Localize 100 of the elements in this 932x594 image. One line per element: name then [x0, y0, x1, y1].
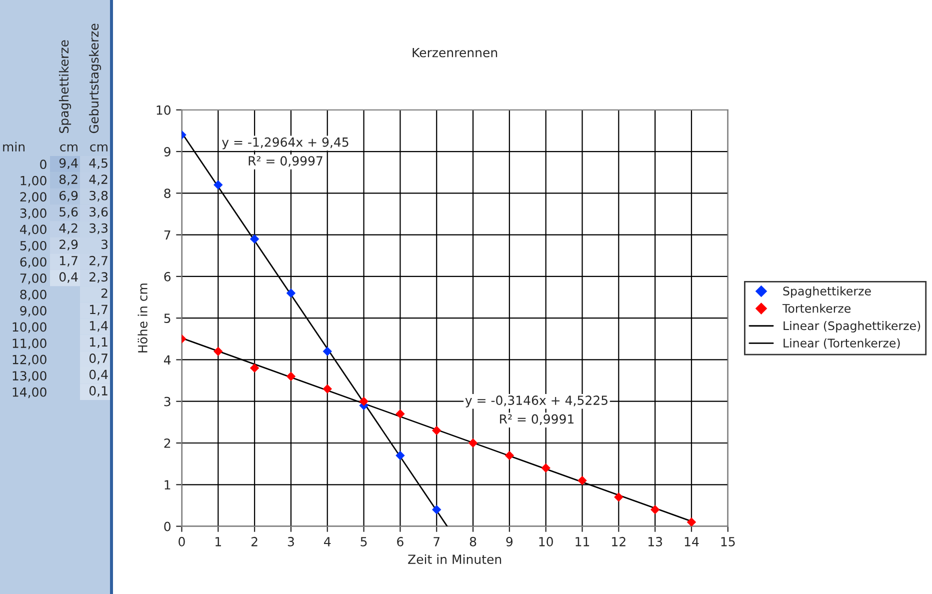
point [541, 463, 550, 473]
x-tick-label: 9 [506, 536, 513, 546]
y-tick-label: 8 [164, 188, 170, 198]
y-tick-label: 13,00 [12, 371, 46, 382]
data-label: 1,4 [90, 321, 108, 332]
point [214, 346, 223, 356]
data-label: 2 [101, 288, 108, 298]
data-label: 0,4 [89, 370, 108, 380]
data-label: 1,7 [90, 304, 108, 316]
data-label: 9,4 [59, 158, 78, 170]
y-tick-label: 6,00 [20, 257, 46, 268]
data-label: 4,2 [89, 174, 108, 186]
y-tick-label: 3 [164, 396, 170, 406]
chart-title: Kerzenrennen [412, 48, 498, 58]
data-label: 8,2 [59, 174, 78, 186]
y-tick-label: 5 [164, 314, 170, 324]
y-tick-label: 2,00 [20, 192, 46, 203]
y-tick-label: 4 [164, 355, 171, 364]
y-tick-label: 8,00 [20, 290, 46, 300]
y-tick-label: 9,00 [20, 306, 46, 317]
x-tick-label: 4 [324, 537, 331, 546]
point [250, 234, 260, 244]
y-tick-label: 7,00 [20, 273, 46, 284]
point [432, 426, 442, 436]
y-tick-label: 10 [156, 105, 170, 115]
point [359, 396, 368, 406]
data-label: 6,9 [59, 190, 78, 202]
x-tick-label: 2 [252, 536, 258, 546]
y-tick-label: 1 [164, 480, 170, 490]
y-tick-label: 4,00 [20, 224, 46, 236]
point [286, 288, 296, 298]
point [396, 450, 405, 460]
data-label: 3,3 [90, 223, 108, 234]
y-tick-label: 10,00 [12, 322, 46, 333]
x-tick-label: 15 [721, 537, 735, 546]
data-label: 3,6 [90, 207, 108, 218]
data-label: 0,4 [59, 272, 78, 283]
x-axis-title: Zeit in Minuten [408, 554, 502, 564]
y-tick-label: 0 [40, 160, 46, 170]
x-tick-label: 12 [612, 536, 626, 546]
point [322, 384, 332, 394]
point [286, 372, 296, 381]
x-tick-label: 6 [397, 536, 404, 546]
y-tick-label: 11,00 [12, 338, 46, 350]
y-tick-label: 7 [164, 230, 170, 240]
x-tick-label: 7 [434, 537, 440, 546]
data-label: 2,3 [90, 272, 108, 283]
data-label: 3,8 [90, 190, 108, 202]
point [578, 476, 587, 486]
y-axis-title: Höhe in cm [138, 284, 148, 352]
x-tick-label: 3 [288, 536, 294, 546]
legend-label: Linear (Spaghettikerze) [784, 321, 920, 332]
data-label: 4,5 [89, 158, 108, 170]
x-tick-label: 11 [576, 537, 590, 546]
legend-label: Linear (Tortenkerze) [784, 338, 900, 349]
y-tick-label: 14,00 [12, 387, 46, 398]
data-label: 3 [102, 240, 108, 250]
y-tick-label: 12,00 [12, 354, 46, 366]
point [396, 409, 405, 418]
text: min [3, 142, 25, 152]
legend-label: Tortenkerze [782, 304, 851, 313]
x-tick-label: Geburtstagskerze [88, 24, 102, 134]
x-tick-label: 14 [684, 537, 699, 546]
y-tick-label: 6 [164, 272, 171, 282]
text: cm [90, 144, 108, 152]
data-label: 2,9 [60, 240, 78, 250]
x-tick-label: 5 [360, 537, 367, 546]
legend-label: Spaghettikerze [783, 286, 871, 298]
data-label: 0,7 [89, 354, 108, 364]
data-label: 1,1 [90, 337, 108, 348]
annotation: y = -0,3146x + 4,5225 [465, 396, 608, 408]
x-tick-label: 13 [648, 536, 662, 546]
point [650, 505, 660, 514]
annotation: R² = 0,9997 [248, 156, 322, 167]
data-label: 4,2 [59, 223, 78, 234]
point [614, 492, 624, 502]
y-tick-label: 3,00 [20, 208, 46, 220]
annotation: y = -1,2964x + 9,45 [222, 137, 348, 150]
point [250, 363, 260, 373]
y-tick-label: 5,00 [20, 240, 46, 252]
point [432, 505, 442, 514]
y-tick-label: 0 [164, 522, 170, 532]
x-tick-label: 10 [539, 536, 553, 546]
point [214, 180, 223, 190]
x-tick-label: 0 [178, 536, 185, 546]
point [468, 438, 478, 448]
data-label: 1,7 [60, 256, 78, 267]
data-label: 2,7 [90, 256, 108, 267]
y-tick-label: 2 [164, 438, 170, 448]
x-tick-label: 8 [470, 536, 476, 546]
data-label: 5,6 [60, 207, 78, 218]
y-tick-label: 1,00 [20, 176, 46, 187]
text: cm [60, 144, 78, 152]
x-tick-label: 1 [216, 537, 221, 546]
point [504, 450, 514, 460]
data-label: 0,1 [89, 386, 108, 397]
y-tick-label: 9 [164, 147, 170, 156]
point [322, 346, 332, 356]
point [686, 518, 696, 526]
annotation: R² = 0,9991 [500, 414, 574, 426]
